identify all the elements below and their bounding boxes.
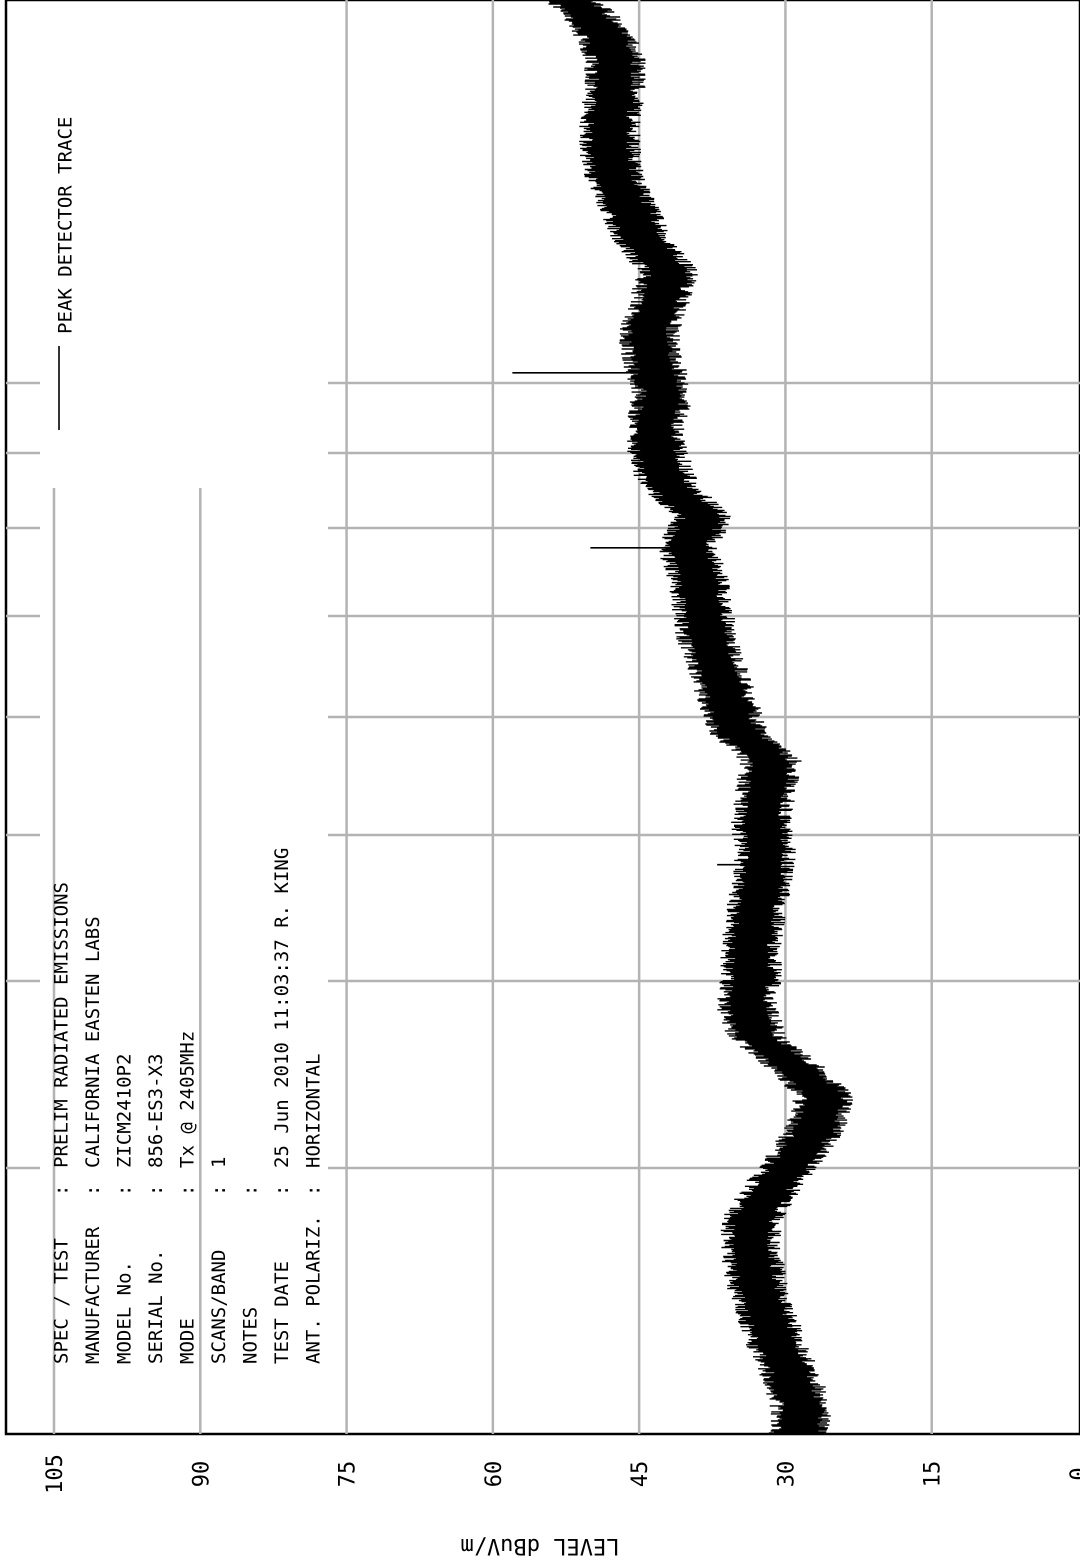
info-colon: : — [303, 1185, 325, 1196]
y-axis-ticks: 105 90 75 60 45 30 15 0 — [43, 1454, 1080, 1494]
info-label: MODE — [177, 1318, 199, 1364]
y-tick-label: 15 — [921, 1461, 946, 1488]
y-tick-label: 30 — [774, 1461, 799, 1488]
y-tick-label: 75 — [336, 1461, 361, 1488]
info-value: HORIZONTAL — [303, 1054, 325, 1168]
y-tick-label: 60 — [482, 1461, 507, 1488]
y-tick-label: 45 — [628, 1461, 653, 1488]
info-label: NOTES — [240, 1307, 262, 1364]
info-colon: : — [82, 1185, 104, 1196]
info-colon: : — [177, 1185, 199, 1196]
spike-layer — [512, 372, 765, 866]
info-label: MANUFACTURER — [82, 1226, 104, 1364]
info-value: Tx @ 2405MHz — [177, 1031, 199, 1168]
info-colon: : — [240, 1185, 262, 1196]
info-colon: : — [145, 1185, 167, 1196]
y-axis-title: LEVEL dBuV/m — [461, 1533, 620, 1558]
y-tick-label: 0 — [1067, 1467, 1080, 1480]
info-label: SCANS/BAND — [208, 1250, 230, 1364]
info-label: TEST DATE — [271, 1261, 293, 1364]
info-colon: : — [208, 1185, 230, 1196]
series-peak-trace — [543, 0, 853, 1435]
trace-layer — [543, 0, 853, 1435]
info-value: 25 Jun 2010 11:03:37 R. KING — [271, 848, 293, 1168]
info-block: SPEC / TEST: PRELIM RADIATED EMISSIONS MAN… — [51, 848, 325, 1364]
info-label: MODEL No. — [114, 1261, 136, 1364]
info-colon: : — [51, 1185, 73, 1196]
info-colon: : — [114, 1185, 136, 1196]
y-tick-label: 105 — [43, 1454, 68, 1494]
info-label: SERIAL No. — [145, 1250, 167, 1364]
info-value: ZICM2410P2 — [114, 1054, 136, 1168]
y-tick-label: 90 — [189, 1461, 214, 1488]
legend-label: PEAK DETECTOR TRACE — [55, 117, 77, 334]
info-value: PRELIM RADIATED EMISSIONS — [51, 882, 73, 1168]
info-value: 1 — [208, 1157, 230, 1168]
grid — [6, 0, 1080, 1434]
info-value: 856-ES3-X3 — [145, 1054, 167, 1168]
info-label: SPEC / TEST — [51, 1238, 73, 1364]
info-colon: : — [271, 1185, 293, 1196]
info-value: CALIFORNIA EASTEN LABS — [82, 916, 104, 1168]
legend: PEAK DETECTOR TRACE — [55, 117, 77, 430]
info-label: ANT. POLARIZ. — [303, 1215, 325, 1364]
